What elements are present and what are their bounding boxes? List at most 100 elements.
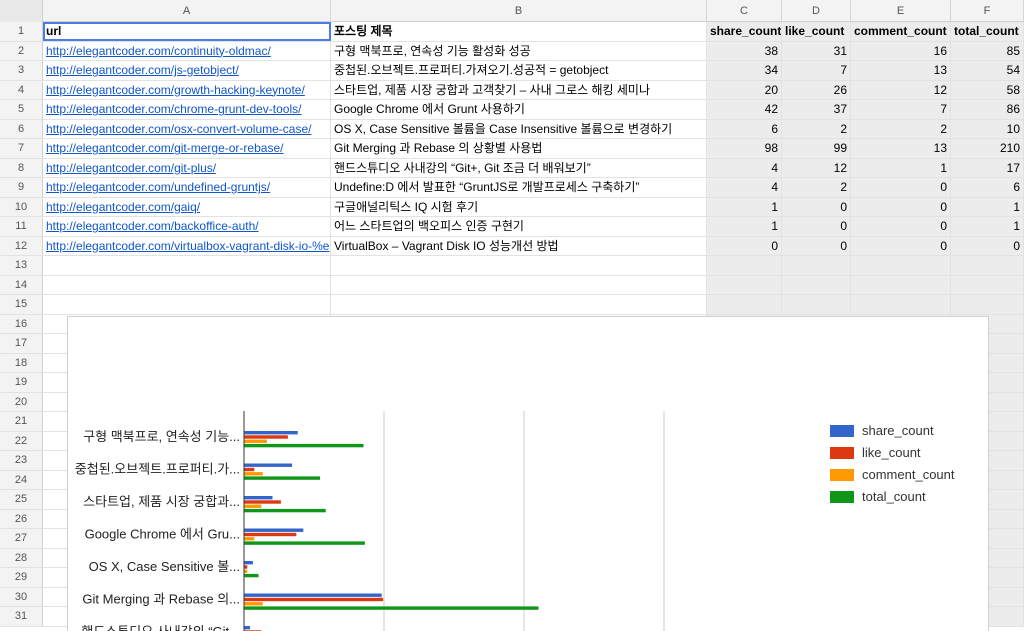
select-all-corner[interactable]	[0, 0, 43, 22]
url-cell[interactable]: http://elegantcoder.com/undefined-gruntj…	[43, 178, 331, 197]
share-count-cell[interactable]: 98	[707, 139, 782, 158]
row-number[interactable]: 12	[0, 236, 43, 255]
like-count-cell[interactable]: 0	[782, 236, 851, 255]
empty-cell[interactable]	[782, 295, 851, 314]
row-number[interactable]: 13	[0, 256, 43, 275]
header-cell-url[interactable]: url	[43, 22, 331, 41]
empty-cell[interactable]	[331, 275, 707, 294]
comment-count-cell[interactable]: 0	[851, 217, 951, 236]
header-cell-total-count[interactable]: total_count	[951, 22, 1024, 41]
url-link[interactable]: http://elegantcoder.com/js-getobject/	[46, 63, 239, 77]
total-count-cell[interactable]: 17	[951, 158, 1024, 177]
row-number[interactable]: 28	[0, 548, 43, 567]
title-cell[interactable]: OS X, Case Sensitive 볼륨을 Case Insensitiv…	[331, 119, 707, 138]
row-number[interactable]: 27	[0, 529, 43, 548]
url-cell[interactable]: http://elegantcoder.com/chrome-grunt-dev…	[43, 100, 331, 119]
empty-cell[interactable]	[851, 256, 951, 275]
url-link[interactable]: http://elegantcoder.com/growth-hacking-k…	[46, 82, 305, 97]
bar-total-count[interactable]	[244, 606, 539, 610]
url-cell[interactable]: http://elegantcoder.com/osx-convert-volu…	[43, 119, 331, 138]
total-count-cell[interactable]: 1	[951, 197, 1024, 216]
bar-comment-count[interactable]	[244, 504, 262, 508]
like-count-cell[interactable]: 37	[782, 100, 851, 119]
comment-count-cell[interactable]: 13	[851, 61, 951, 80]
url-link[interactable]: http://elegantcoder.com/osx-convert-volu…	[46, 121, 312, 136]
empty-cell[interactable]	[43, 256, 331, 275]
comment-count-cell[interactable]: 16	[851, 41, 951, 60]
column-header-f[interactable]: F	[951, 0, 1024, 22]
bar-like-count[interactable]	[244, 597, 384, 602]
row-number[interactable]: 9	[0, 178, 43, 197]
bar-like-count[interactable]	[244, 467, 255, 472]
empty-cell[interactable]	[707, 295, 782, 314]
url-link[interactable]: http://elegantcoder.com/git-plus/	[46, 160, 217, 175]
bar-chart[interactable]: 구형 맥북프로, 연속성 기능... 중첩된.오브젝트.프로퍼티.가... 스타트업…	[67, 316, 989, 631]
total-count-cell[interactable]: 0	[951, 236, 1024, 255]
column-header-e[interactable]: E	[851, 0, 951, 22]
title-cell[interactable]: 핸드스튜디오 사내강의 “Git+, Git 조금 더 배워보기”	[331, 158, 707, 177]
row-number[interactable]: 31	[0, 607, 43, 626]
row-number[interactable]: 24	[0, 470, 43, 489]
title-cell[interactable]: 어느 스타트업의 백오피스 인증 구현기	[331, 217, 707, 236]
column-header-c[interactable]: C	[707, 0, 782, 22]
url-link[interactable]: http://elegantcoder.com/undefined-gruntj…	[46, 180, 271, 194]
title-cell[interactable]: Google Chrome 에서 Grunt 사용하기	[331, 100, 707, 119]
header-cell-comment-count[interactable]: comment_count	[851, 22, 951, 41]
header-cell-like-count[interactable]: like_count	[782, 22, 851, 41]
bar-share-count[interactable]	[244, 431, 298, 435]
total-count-cell[interactable]: 86	[951, 100, 1024, 119]
share-count-cell[interactable]: 0	[707, 236, 782, 255]
total-count-cell[interactable]: 85	[951, 41, 1024, 60]
empty-cell[interactable]	[43, 275, 331, 294]
total-count-cell[interactable]: 54	[951, 61, 1024, 80]
title-cell[interactable]: 구글애널리틱스 IQ 시험 후기	[331, 197, 707, 216]
empty-cell[interactable]	[331, 256, 707, 275]
bar-share-count[interactable]	[244, 593, 382, 597]
like-count-cell[interactable]: 7	[782, 61, 851, 80]
bar-total-count[interactable]	[244, 541, 365, 545]
row-number[interactable]: 14	[0, 275, 43, 294]
row-number[interactable]: 2	[0, 41, 43, 60]
like-count-cell[interactable]: 31	[782, 41, 851, 60]
url-link[interactable]: http://elegantcoder.com/backoffice-auth/	[46, 219, 259, 233]
share-count-cell[interactable]: 4	[707, 178, 782, 197]
comment-count-cell[interactable]: 0	[851, 236, 951, 255]
bar-like-count[interactable]	[244, 565, 248, 569]
row-number[interactable]: 1	[0, 22, 43, 41]
like-count-cell[interactable]: 0	[782, 197, 851, 216]
row-number[interactable]: 4	[0, 80, 43, 99]
empty-cell[interactable]	[782, 275, 851, 294]
url-cell[interactable]: http://elegantcoder.com/growth-hacking-k…	[43, 80, 331, 99]
bar-share-count[interactable]	[244, 496, 273, 500]
column-header-a[interactable]: A	[43, 0, 331, 22]
bar-like-count[interactable]	[244, 435, 288, 439]
bar-comment-count[interactable]	[244, 602, 263, 606]
share-count-cell[interactable]: 6	[707, 119, 782, 138]
comment-count-cell[interactable]: 1	[851, 158, 951, 177]
like-count-cell[interactable]: 2	[782, 119, 851, 138]
bar-total-count[interactable]	[244, 476, 321, 480]
url-cell[interactable]: http://elegantcoder.com/gaiq/	[43, 197, 331, 216]
row-number[interactable]: 7	[0, 139, 43, 158]
row-number[interactable]: 23	[0, 451, 43, 470]
column-header-b[interactable]: B	[331, 0, 707, 22]
url-link[interactable]: http://elegantcoder.com/git-merge-or-reb…	[46, 141, 284, 155]
total-count-cell[interactable]: 10	[951, 119, 1024, 138]
total-count-cell[interactable]: 1	[951, 217, 1024, 236]
bar-comment-count[interactable]	[244, 472, 263, 476]
empty-cell[interactable]	[707, 275, 782, 294]
title-cell[interactable]: Git Merging 과 Rebase 의 상황별 사용법	[331, 139, 707, 158]
total-count-cell[interactable]: 210	[951, 139, 1024, 158]
url-cell[interactable]: http://elegantcoder.com/continuity-oldma…	[43, 41, 331, 60]
row-number[interactable]: 20	[0, 392, 43, 411]
comment-count-cell[interactable]: 0	[851, 178, 951, 197]
row-number[interactable]: 15	[0, 295, 43, 314]
row-number[interactable]: 19	[0, 373, 43, 392]
row-number[interactable]: 10	[0, 197, 43, 216]
title-cell[interactable]: VirtualBox – Vagrant Disk IO 성능개선 방법	[331, 236, 707, 255]
url-link[interactable]: http://elegantcoder.com/continuity-oldma…	[46, 43, 271, 58]
row-number[interactable]: 25	[0, 490, 43, 509]
title-cell[interactable]: 스타트업, 제품 시장 궁합과 고객찾기 – 사내 그로스 해킹 세미나	[331, 80, 707, 99]
share-count-cell[interactable]: 1	[707, 217, 782, 236]
bar-like-count[interactable]	[244, 500, 281, 504]
